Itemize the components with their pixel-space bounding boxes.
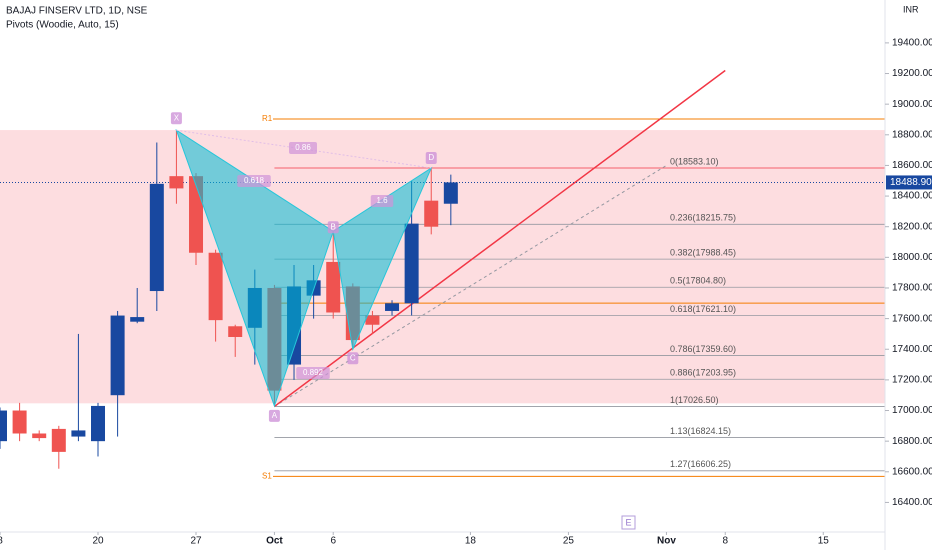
fib-label: 0(18583.10) <box>670 156 719 166</box>
ratio-badge <box>296 367 330 379</box>
plot-area: R1 S1 0(18583.10) 0.236(18215.75) 0.382(1798… <box>0 69 885 480</box>
ratio-badge <box>289 142 317 154</box>
x-tick-label: 8 <box>722 536 728 547</box>
last-price-box <box>886 175 932 190</box>
y-tick-label: 17600.00 <box>892 313 932 324</box>
y-tick-label: 18400.00 <box>892 191 932 202</box>
candle-body <box>91 405 106 442</box>
x-tick-label: Nov <box>657 536 676 547</box>
event-marker[interactable] <box>621 515 636 530</box>
fib-label: 0.618(17621.10) <box>670 304 736 314</box>
fib-label: 1(17026.50) <box>670 395 719 405</box>
fib-label: 0.382(17988.45) <box>670 247 736 257</box>
point-label: D <box>428 153 434 162</box>
candle-body <box>365 315 380 325</box>
point-badge <box>327 221 339 234</box>
point-label: A <box>272 411 278 420</box>
fib-label: 0.236(18215.75) <box>670 213 736 223</box>
candle-body <box>385 303 400 311</box>
y-tick-label: 18800.00 <box>892 129 932 140</box>
dashed-line <box>274 165 667 407</box>
y-tick-label: 19400.00 <box>892 38 932 49</box>
y-tick-label: 19000.00 <box>892 99 932 110</box>
fib-label: 0.886(17203.95) <box>670 368 736 378</box>
y-tick-label: 16600.00 <box>892 466 932 477</box>
point-badge <box>425 152 437 165</box>
candle-body <box>12 410 27 434</box>
pivot-label: S1 <box>262 471 272 480</box>
point-label: B <box>331 222 336 231</box>
point-badge <box>347 352 359 365</box>
y-tick-label: 17400.00 <box>892 344 932 355</box>
pivot-label: R1 <box>262 114 273 123</box>
candle-body <box>149 183 164 292</box>
ratio-label: 1.6 <box>376 196 388 205</box>
y-tick-label: 16400.00 <box>892 497 932 508</box>
last-price-label: 18488.90 <box>890 177 932 188</box>
candle-body <box>0 410 7 442</box>
fib-label: 0.5(17804.80) <box>670 276 726 286</box>
candle-body <box>51 428 66 452</box>
candle-body <box>326 261 341 313</box>
candle-body <box>32 433 47 439</box>
candle-body <box>208 252 223 321</box>
y-tick-label: 17200.00 <box>892 375 932 386</box>
candle-body <box>443 182 458 204</box>
trend-line <box>273 69 726 408</box>
x-tick-label: 8 <box>0 536 3 547</box>
chart-title: BAJAJ FINSERV LTD, 1D, NSE <box>6 6 148 17</box>
candle-body <box>404 223 419 304</box>
x-tick-label: 20 <box>92 536 104 547</box>
y-tick-label: 19200.00 <box>892 68 932 79</box>
chart-subtitle: Pivots (Woodie, Auto, 15) <box>6 20 119 31</box>
y-tick-label: 17800.00 <box>892 283 932 294</box>
x-tick-label: 18 <box>465 536 477 547</box>
point-label: X <box>174 113 180 122</box>
fib-label: 1.13(16824.15) <box>670 426 731 436</box>
point-badge <box>170 112 182 125</box>
ratio-label: 0.86 <box>295 143 311 152</box>
candle-body <box>424 200 439 227</box>
x-tick-label: 15 <box>818 536 830 547</box>
y-tick-label: 16800.00 <box>892 436 932 447</box>
ratio-badge <box>237 175 271 187</box>
point-badge <box>268 409 280 422</box>
ratio-badge <box>370 195 394 207</box>
y-tick-label: 18200.00 <box>892 221 932 232</box>
fib-label: 1.27(16606.25) <box>670 459 731 469</box>
y-tick-label: 18000.00 <box>892 252 932 263</box>
candle-body <box>71 430 86 437</box>
candle-body <box>110 315 125 396</box>
y-tick-label: 18600.00 <box>892 160 932 171</box>
x-tick-label: 27 <box>190 536 202 547</box>
candle-body <box>169 176 184 189</box>
pivot-zone <box>0 130 885 404</box>
x-tick-label: 6 <box>330 536 336 547</box>
ratio-label: 0.618 <box>244 176 265 185</box>
candle-body <box>228 326 243 337</box>
fib-label: 0.786(17359.60) <box>670 344 736 354</box>
ratio-label: 0.892 <box>303 368 324 377</box>
x-tick-label: Oct <box>266 536 283 547</box>
currency[interactable]: INR <box>903 4 919 14</box>
point-label: C <box>350 353 356 362</box>
candle-body <box>130 317 145 322</box>
y-tick-label: 17000.00 <box>892 405 932 416</box>
x-tick-label: 25 <box>563 536 575 547</box>
event-label: E <box>625 517 631 527</box>
